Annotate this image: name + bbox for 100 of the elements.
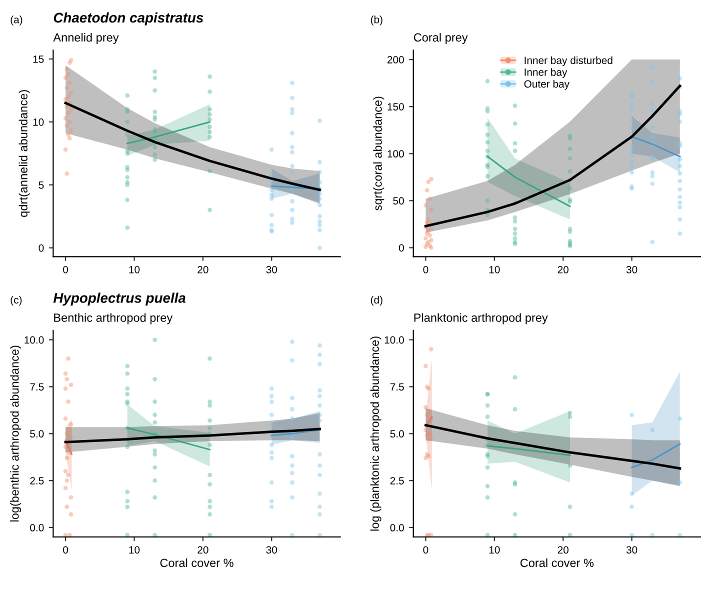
point — [208, 482, 212, 487]
point — [568, 463, 572, 468]
point — [269, 504, 274, 510]
point — [429, 176, 434, 182]
point — [152, 76, 158, 80]
point — [568, 504, 572, 510]
point — [318, 512, 322, 517]
point — [269, 386, 274, 391]
point — [630, 170, 634, 175]
point — [630, 160, 634, 164]
x-tick-label: 10 — [129, 266, 140, 274]
point — [290, 480, 294, 485]
point — [512, 375, 518, 380]
point — [208, 442, 212, 448]
line-series — [424, 424, 682, 470]
y-tick-label: 2.5 — [390, 477, 404, 484]
point — [318, 170, 322, 174]
point — [650, 125, 655, 130]
point — [66, 72, 70, 76]
point — [208, 418, 212, 423]
y-tick-label: 10.0 — [24, 336, 44, 344]
point — [650, 240, 655, 244]
point — [67, 532, 72, 537]
point — [152, 69, 158, 74]
point — [67, 120, 72, 124]
point — [208, 130, 212, 134]
point — [318, 219, 322, 224]
point — [485, 198, 490, 203]
point — [290, 416, 294, 421]
point — [650, 80, 655, 84]
point — [318, 412, 322, 418]
point — [428, 233, 432, 238]
point — [269, 480, 274, 485]
x-tick-label: 20 — [558, 546, 568, 554]
point — [318, 191, 322, 196]
text: (c) — [10, 296, 22, 306]
point — [63, 76, 68, 80]
point — [568, 136, 572, 141]
point — [318, 472, 322, 478]
x-axis-title: Coral cover % — [160, 558, 234, 568]
point — [290, 220, 294, 225]
point — [512, 236, 518, 240]
legend-label: Outer bay — [524, 80, 570, 90]
point — [678, 194, 682, 200]
point — [318, 343, 322, 348]
point — [290, 80, 294, 86]
point — [678, 205, 682, 210]
point — [208, 112, 212, 117]
point — [269, 450, 274, 455]
point — [290, 96, 294, 100]
point — [125, 182, 130, 188]
point — [66, 110, 70, 116]
point — [568, 156, 572, 161]
x-tick-label: 20 — [198, 266, 208, 274]
point — [568, 146, 572, 152]
point — [152, 412, 158, 418]
y-tick-label: 7.5 — [390, 383, 404, 391]
point — [208, 74, 212, 79]
point — [630, 504, 634, 510]
point — [318, 418, 322, 423]
point — [429, 238, 434, 242]
point — [318, 492, 322, 496]
point — [678, 76, 682, 81]
point — [125, 499, 130, 504]
point — [64, 504, 70, 510]
point — [650, 428, 655, 432]
point — [424, 188, 430, 193]
point — [318, 214, 322, 219]
point — [125, 532, 130, 537]
point — [68, 512, 74, 517]
point — [512, 231, 518, 236]
point — [290, 144, 294, 150]
point — [318, 228, 322, 232]
x-tick-label: 30 — [626, 266, 638, 274]
point — [424, 405, 428, 410]
point — [318, 196, 322, 201]
point — [650, 102, 655, 106]
point — [318, 118, 322, 123]
point — [208, 168, 212, 174]
point — [290, 199, 294, 204]
point — [125, 151, 130, 156]
y-tick-label: 100 — [388, 150, 404, 158]
y-tick-label: 15 — [33, 56, 44, 63]
point — [650, 174, 655, 178]
point — [66, 132, 70, 137]
point — [63, 97, 68, 102]
point — [63, 444, 68, 449]
point — [568, 230, 572, 234]
point — [152, 420, 158, 425]
point — [269, 422, 274, 426]
point — [152, 478, 158, 483]
point — [63, 116, 68, 120]
point — [426, 437, 431, 442]
point — [428, 408, 432, 414]
point — [630, 164, 634, 169]
point — [290, 358, 294, 363]
x-tick-label: 10 — [489, 546, 500, 554]
point — [64, 478, 70, 483]
point — [678, 157, 682, 162]
point — [208, 472, 212, 478]
